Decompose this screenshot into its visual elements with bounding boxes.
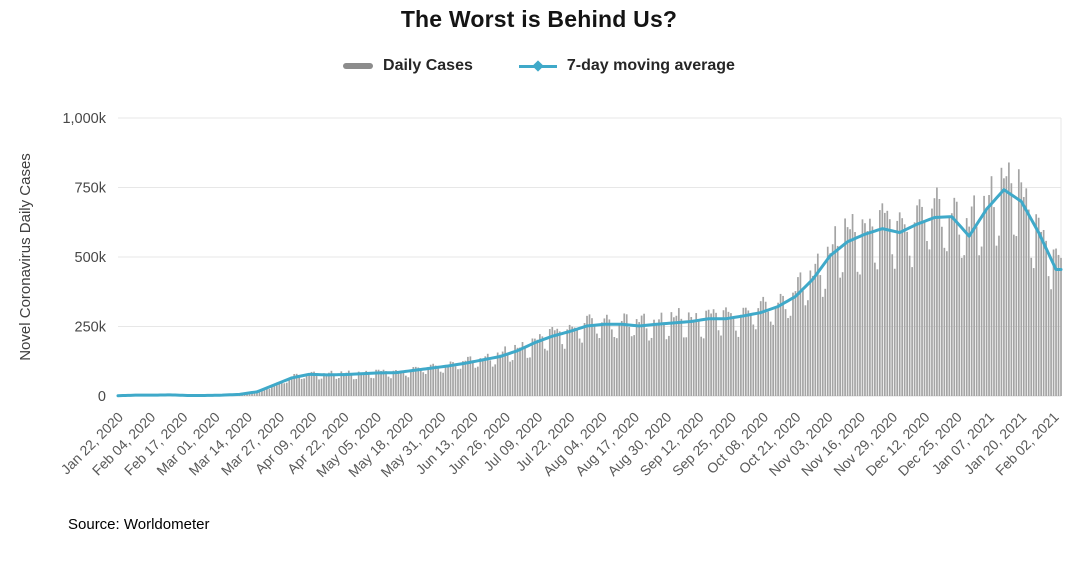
legend-moving-average-label: 7-day moving average [566, 57, 735, 74]
moving-average-line [116, 188, 1063, 398]
y-tick-label: 250k [75, 320, 107, 336]
y-tick-label: 1,000k [62, 111, 106, 127]
legend: Daily Cases 7-day moving average [0, 57, 1078, 75]
daily-cases-bars [117, 162, 1062, 396]
moving-average-swatch-icon [518, 60, 557, 72]
y-tick-label: 0 [98, 389, 106, 405]
chart-title: The Worst is Behind Us? [400, 6, 678, 32]
legend-item-daily-cases[interactable]: Daily Cases [343, 57, 473, 75]
daily-cases-swatch-icon [343, 63, 374, 69]
y-tick-label: 750k [75, 181, 107, 197]
legend-daily-cases-label: Daily Cases [383, 57, 473, 74]
legend-item-moving-average[interactable]: 7-day moving average [518, 57, 735, 75]
source-note: Source: Worldometer [68, 516, 210, 533]
y-tick-label: 500k [75, 250, 107, 266]
y-axis-title: Novel Coronavirus Daily Cases [17, 153, 34, 361]
